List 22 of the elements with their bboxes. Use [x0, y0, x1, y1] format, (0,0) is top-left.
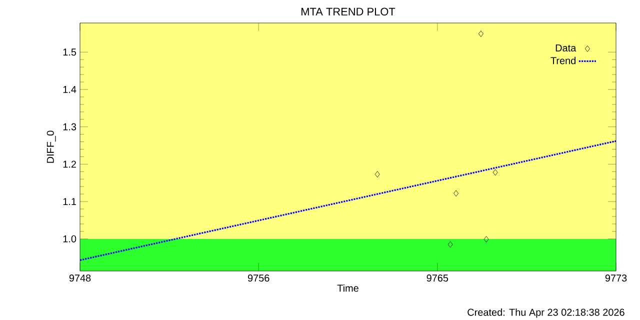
y-tick-label: 1.2 [63, 160, 76, 168]
y-tick-label: 1.5 [63, 48, 76, 56]
point [478, 30, 484, 38]
point [448, 241, 453, 248]
x-tick-label: 9748 [69, 274, 91, 282]
y-axis-title: DIFF_0 [46, 130, 56, 163]
legend-label: Trend [550, 56, 576, 64]
x-axis-title: Time [337, 284, 358, 292]
y-tick-label: 1.1 [63, 198, 76, 205]
y-tick-label: 1.3 [63, 123, 76, 130]
x-tick-label: 9773 [605, 274, 627, 282]
point [484, 236, 489, 242]
y-tick-label: 1.4 [63, 86, 76, 93]
chart-title: MTA TREND PLOT [302, 8, 396, 16]
point [374, 171, 380, 178]
y-tick-label: 1.0 [63, 235, 76, 242]
x-tick-label: 9765 [426, 274, 448, 282]
legend-label: Data [556, 44, 576, 52]
x-tick-label: 9756 [248, 274, 270, 282]
point [454, 190, 459, 197]
point [492, 169, 498, 176]
text: Created: Thu Apr 23 02:18:38 2026 [468, 308, 624, 318]
